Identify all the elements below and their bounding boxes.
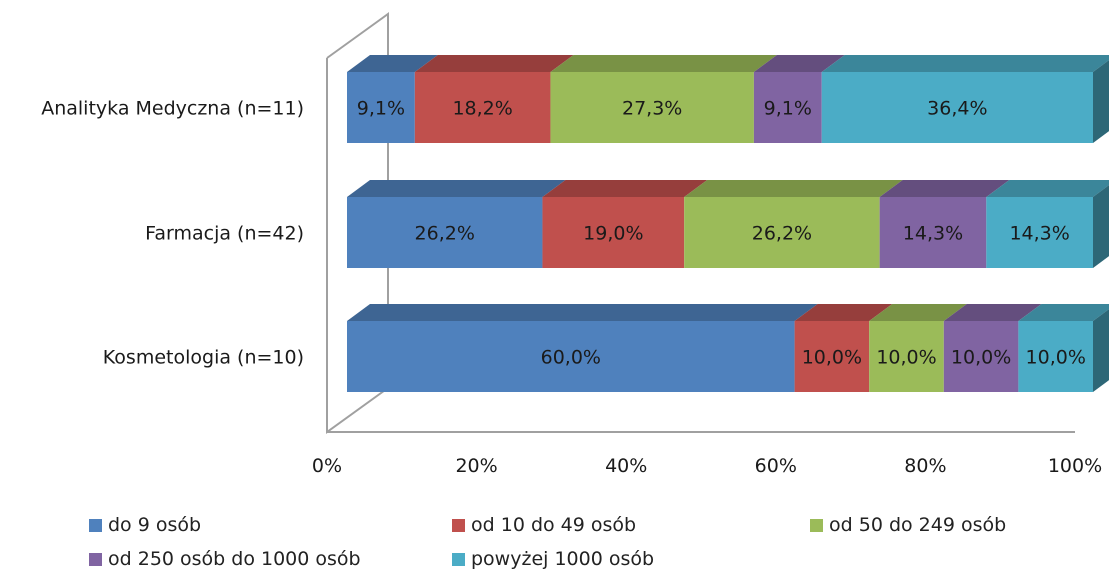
category-label: Farmacja (n=42) [145,223,304,245]
bar-segment-top [542,180,708,197]
bar-segment [986,197,1093,268]
legend-item: powyżej 1000 osób [452,548,654,570]
legend-label: powyżej 1000 osób [471,548,655,570]
bar-segment [550,72,754,143]
x-tick-label: 20% [455,455,497,477]
bar-segment-top [347,55,438,72]
bar-segment-top [347,304,818,321]
bar-segment [943,321,1019,392]
x-tick-labels: 0% 20% 40% 60% 80% 100% [312,455,1102,477]
data-label: 26,2% [415,223,475,245]
data-label: 9,1% [357,98,405,120]
bar-group: 9,1% 18,2% 27,3% 9,1% 36,4% 26,2% 19,0% 26,2% 14… [347,55,1109,392]
bar-segment [684,197,880,268]
category-label: Analityka Medyczna (n=11) [41,98,304,120]
legend-label: do 9 osób [108,514,202,536]
bar-segment-top [943,304,1042,321]
bar-segment [794,321,870,392]
x-tick-label: 100% [1048,455,1102,477]
legend: do 9 osób od 10 do 49 osób od 50 do 249 … [0,505,1109,574]
data-label: 14,3% [1009,223,1069,245]
bar-segment [542,197,685,268]
legend-label: od 50 do 249 osób [829,514,1007,536]
data-label: 10,0% [802,347,862,369]
bar-segment-top [869,304,967,321]
x-tick-label: 60% [755,455,797,477]
data-label: 27,3% [622,98,682,120]
bar-segment-top [347,180,566,197]
legend-label: od 250 osób do 1000 osób [108,548,361,570]
legend-swatch [810,518,823,532]
data-label: 60,0% [541,347,601,369]
legend-item: od 250 osób do 1000 osób [89,548,361,570]
category-labels: Analityka Medyczna (n=11) Farmacja (n=42)… [41,98,304,369]
x-tick-label: 40% [605,455,647,477]
data-label: 26,2% [752,223,812,245]
data-label: 10,0% [951,347,1011,369]
bar-segment [879,197,987,268]
x-tick-label: 0% [312,455,342,477]
bar-segment-top [821,55,1109,72]
bar-side [1093,185,1109,268]
data-label: 10,0% [876,347,936,369]
bar-side [1093,60,1109,143]
data-label: 36,4% [927,98,987,120]
legend-swatch [452,552,465,566]
bar-side [1093,309,1109,392]
bar-segment [821,72,1093,143]
bar-segment-top [879,180,1010,197]
bar-segment-top [753,55,845,72]
x-tick-label: 80% [904,455,946,477]
bar-segment [414,72,551,143]
legend-label: od 10 do 49 osób [471,514,637,536]
legend-item: od 50 do 249 osób [810,514,1006,536]
bar-segment-top [414,55,574,72]
legend-swatch [89,552,102,566]
category-label: Kosmetologia (n=10) [103,347,304,369]
bar-segment [753,72,822,143]
data-label: 9,1% [764,98,812,120]
bar-segment-top [986,180,1109,197]
legend-swatch [89,518,102,532]
bar-segment [869,321,944,392]
bar-segment-top [684,180,903,197]
bar-segment [347,72,415,143]
bar-segment-top [1018,304,1109,321]
bar-segment-top [794,304,893,321]
legend-item: do 9 osób [89,514,201,536]
bar-segment [1018,321,1093,392]
legend-item: od 10 do 49 osób [452,514,636,536]
bar-segment [347,321,795,392]
data-label: 18,2% [452,98,512,120]
data-label: 19,0% [583,223,643,245]
data-label: 10,0% [1026,347,1086,369]
data-label: 14,3% [903,223,963,245]
legend-swatch [452,518,465,532]
bar-segment-top [550,55,777,72]
bar-segment [347,197,543,268]
